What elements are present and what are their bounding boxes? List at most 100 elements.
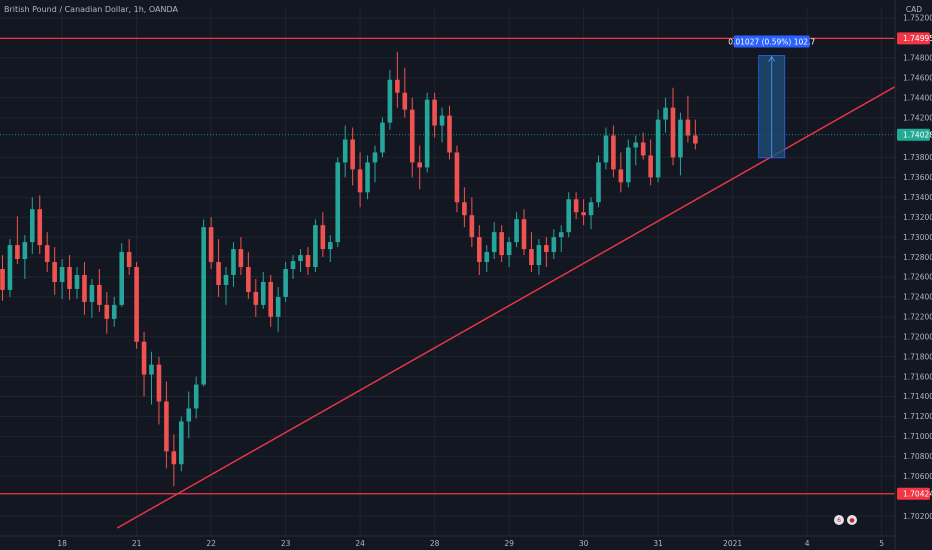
candle-body [424, 99, 430, 168]
candle-body [201, 227, 206, 385]
candle-body [685, 119, 691, 136]
price-tick-label: 1.74800 [903, 54, 932, 63]
candle-body [626, 147, 631, 183]
candle-body [231, 249, 236, 275]
candle-body [179, 421, 184, 465]
candle-body [0, 269, 5, 290]
price-axis-background [895, 0, 932, 550]
candle-body [342, 139, 348, 163]
candle-body [417, 162, 422, 168]
candle-body [74, 274, 80, 289]
candle-body [521, 219, 527, 250]
measure-label-bg [733, 35, 810, 48]
candle-body [536, 245, 542, 266]
candle-body [37, 209, 43, 246]
candle-body [67, 267, 72, 289]
candle-body [104, 304, 110, 319]
candle-body [648, 155, 653, 178]
current-price-tag: 1.74028 [903, 130, 932, 139]
time-axis[interactable]: 18 21 22 23 24 28 29 30 31 2021 4 5 [0, 535, 895, 548]
candle-body [387, 79, 393, 123]
time-tick-label: 31 [653, 539, 663, 548]
price-tick-label: 1.71800 [903, 352, 932, 361]
candle-body [469, 215, 475, 238]
candle-body [52, 262, 57, 282]
candle-body [611, 135, 616, 170]
candle-body [126, 252, 132, 268]
candle-body [238, 249, 244, 268]
candle-body [44, 245, 50, 263]
candle-body [640, 142, 646, 156]
candle-body [596, 162, 601, 203]
candle-body [216, 262, 221, 285]
candle-body [253, 291, 259, 305]
price-axis[interactable]: 1.75200 1.74800 1.74600 1.74400 1.74200 1.738… [894, 0, 932, 550]
candle-body [618, 169, 624, 183]
candle-body [283, 269, 288, 297]
candle-body [156, 364, 162, 402]
time-tick-label: 30 [579, 539, 589, 548]
price-tick-label: 1.73600 [903, 173, 932, 182]
candle-body [357, 169, 363, 193]
measure-label: 0.01027 (0.59%) 102.7 [728, 37, 815, 46]
price-tick-label: 1.74600 [903, 73, 932, 82]
price-tick-label: 1.73400 [903, 193, 932, 202]
candle-body [186, 408, 192, 422]
candle-body [380, 122, 385, 153]
candle-body [365, 162, 370, 193]
candle-body [544, 245, 549, 253]
candle-body [655, 119, 661, 178]
candle-body [350, 139, 355, 170]
time-tick-label: 23 [281, 539, 291, 548]
candle-body [439, 115, 445, 126]
candle-body [193, 384, 199, 409]
price-tick-label: 1.70800 [903, 452, 932, 461]
candle-body [7, 245, 13, 290]
candle-body [335, 162, 341, 243]
candle-body [588, 202, 594, 216]
time-tick-label: 5 [879, 539, 884, 548]
candle-body [402, 92, 408, 110]
time-tick-label: 2021 [723, 539, 742, 548]
candle-body [395, 79, 400, 93]
time-tick-label: 22 [206, 539, 216, 548]
candle-body [149, 364, 154, 375]
candle-body [693, 135, 698, 144]
symbol-title[interactable]: British Pound / Canadian Dollar, 1h, OAN… [4, 5, 178, 14]
candle-body [298, 255, 303, 262]
level-price-tag-bg [897, 487, 930, 500]
candle-body [171, 451, 177, 465]
price-tick-label: 1.73000 [903, 233, 932, 242]
candle-body [305, 255, 311, 268]
level-price-tag: 1.74995 [903, 34, 932, 43]
candle-body [97, 284, 102, 305]
candle-body [603, 135, 609, 163]
candle-body [506, 242, 512, 256]
candle-body [633, 142, 639, 148]
notification-icon[interactable]: ● [847, 515, 857, 525]
candle-body [454, 152, 460, 203]
price-tick-label: 1.72600 [903, 273, 932, 282]
price-tick-label: 1.71200 [903, 412, 932, 421]
price-tick-label: 1.72200 [903, 313, 932, 322]
candle-body [268, 281, 273, 317]
candle-body [663, 107, 668, 120]
drawing-overlays[interactable]: 0.01027 (0.59%) 102.7 [0, 35, 901, 529]
time-tick-label: 29 [504, 539, 514, 548]
price-tick-label: 1.71600 [903, 372, 932, 381]
level-price-tag-bg [897, 32, 930, 45]
footer-icons: 6 ● [834, 515, 857, 525]
measure-arrow-head [768, 55, 776, 62]
candle-body [372, 152, 378, 163]
candle-body [164, 401, 169, 452]
price-tick-label: 1.72800 [903, 253, 932, 262]
price-tick-label: 1.75200 [903, 14, 932, 23]
candle-body [22, 242, 28, 260]
alert-bell-icon[interactable]: 6 [834, 515, 844, 525]
candle-body [246, 267, 251, 292]
price-tick-label: 1.71000 [903, 432, 932, 441]
candle-body [111, 304, 117, 319]
candle-body [573, 199, 579, 213]
